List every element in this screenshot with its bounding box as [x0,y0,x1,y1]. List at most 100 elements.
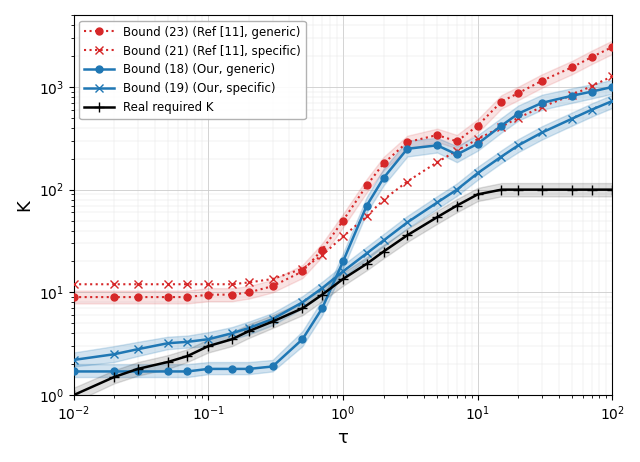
Real required K [609,187,616,192]
Bound (19) (Our, specific) [474,170,482,176]
Bound (19) (Our, specific) [184,339,191,345]
Real required K [164,359,172,365]
Real required K [515,187,522,192]
Real required K [318,292,326,298]
Bound (19) (Our, specific) [164,340,172,346]
Bound (21) (Ref [11], specific) [609,73,616,79]
Bound (18) (Our, generic) [515,111,522,116]
Bound (21) (Ref [11], specific) [164,281,172,287]
Line: Real required K: Real required K [68,185,618,400]
Bound (21) (Ref [11], specific) [403,179,411,184]
Real required K [433,214,441,220]
Bound (18) (Our, generic) [228,366,236,371]
Bound (19) (Our, specific) [433,200,441,205]
Bound (23) (Ref [11], generic) [453,139,461,144]
Bound (21) (Ref [11], specific) [380,197,387,202]
Bound (21) (Ref [11], specific) [474,136,482,142]
Real required K [228,336,236,342]
Bound (18) (Our, generic) [498,123,506,128]
Real required K [110,374,118,380]
Bound (18) (Our, generic) [453,152,461,157]
Real required K [363,261,371,267]
Bound (23) (Ref [11], generic) [498,99,506,104]
Real required K [184,353,191,359]
Bound (19) (Our, specific) [403,219,411,225]
Bound (23) (Ref [11], generic) [403,140,411,145]
Bound (19) (Our, specific) [228,330,236,336]
Bound (23) (Ref [11], generic) [339,218,347,223]
Bound (23) (Ref [11], generic) [134,294,141,300]
Line: Bound (23) (Ref [11], generic): Bound (23) (Ref [11], generic) [70,43,616,301]
Bound (18) (Our, generic) [403,146,411,152]
Bound (18) (Our, generic) [70,369,77,374]
Bound (21) (Ref [11], specific) [498,124,506,129]
Real required K [299,305,307,311]
Bound (18) (Our, generic) [433,143,441,148]
Bound (21) (Ref [11], specific) [228,281,236,287]
Bound (19) (Our, specific) [245,325,253,331]
Bound (18) (Our, generic) [380,175,387,181]
Bound (21) (Ref [11], specific) [299,266,307,272]
X-axis label: τ: τ [337,429,348,447]
Line: Bound (19) (Our, specific): Bound (19) (Our, specific) [69,97,617,364]
Bound (19) (Our, specific) [204,336,212,342]
Bound (23) (Ref [11], generic) [228,292,236,298]
Bound (18) (Our, generic) [568,93,576,98]
Bound (23) (Ref [11], generic) [110,294,118,300]
Real required K [568,187,576,192]
Bound (23) (Ref [11], generic) [164,294,172,300]
Bound (21) (Ref [11], specific) [568,92,576,98]
Bound (19) (Our, specific) [299,299,307,305]
Bound (21) (Ref [11], specific) [588,83,595,89]
Bound (23) (Ref [11], generic) [515,91,522,96]
Bound (18) (Our, generic) [339,259,347,264]
Bound (21) (Ref [11], specific) [204,281,212,287]
Bound (19) (Our, specific) [453,187,461,192]
Bound (21) (Ref [11], specific) [453,148,461,153]
Bound (21) (Ref [11], specific) [339,234,347,239]
Bound (19) (Our, specific) [134,346,141,352]
Bound (18) (Our, generic) [184,369,191,374]
Bound (18) (Our, generic) [474,141,482,146]
Bound (18) (Our, generic) [588,89,595,94]
Bound (21) (Ref [11], specific) [134,281,141,287]
Bound (23) (Ref [11], generic) [380,161,387,166]
Real required K [474,192,482,197]
Bound (23) (Ref [11], generic) [568,65,576,70]
Bound (23) (Ref [11], generic) [245,290,253,295]
Bound (19) (Our, specific) [318,286,326,291]
Bound (23) (Ref [11], generic) [538,78,546,84]
Bound (21) (Ref [11], specific) [538,104,546,109]
Bound (23) (Ref [11], generic) [474,123,482,128]
Real required K [453,203,461,208]
Real required K [538,187,546,192]
Bound (18) (Our, generic) [609,84,616,90]
Real required K [134,366,141,371]
Bound (18) (Our, generic) [318,305,326,311]
Bound (23) (Ref [11], generic) [184,294,191,300]
Bound (19) (Our, specific) [70,357,77,363]
Bound (18) (Our, generic) [204,366,212,371]
Bound (18) (Our, generic) [110,369,118,374]
Bound (21) (Ref [11], specific) [269,276,276,282]
Bound (21) (Ref [11], specific) [110,281,118,287]
Bound (18) (Our, generic) [164,369,172,374]
Bound (21) (Ref [11], specific) [318,252,326,258]
Bound (18) (Our, generic) [363,203,371,208]
Real required K [245,328,253,334]
Bound (18) (Our, generic) [299,336,307,342]
Bound (23) (Ref [11], generic) [363,182,371,188]
Bound (23) (Ref [11], generic) [70,294,77,300]
Bound (19) (Our, specific) [538,130,546,135]
Real required K [339,276,347,282]
Real required K [403,232,411,238]
Bound (21) (Ref [11], specific) [515,115,522,121]
Bound (21) (Ref [11], specific) [363,213,371,219]
Bound (23) (Ref [11], generic) [588,55,595,60]
Bound (19) (Our, specific) [110,352,118,357]
Bound (21) (Ref [11], specific) [245,280,253,285]
Bound (19) (Our, specific) [609,98,616,104]
Real required K [588,187,595,192]
Line: Bound (18) (Our, generic): Bound (18) (Our, generic) [70,84,616,375]
Bound (19) (Our, specific) [380,238,387,243]
